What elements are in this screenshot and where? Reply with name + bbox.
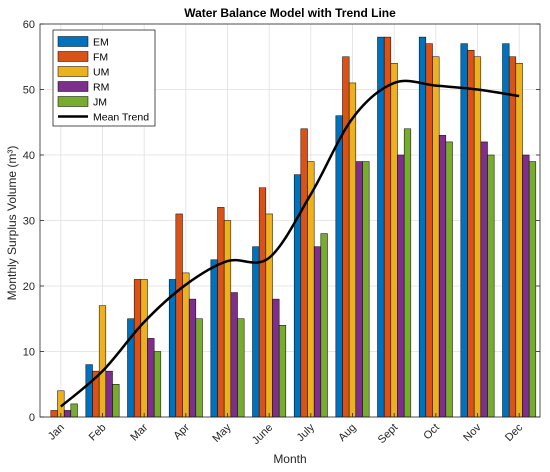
bar-fm-aug (342, 56, 350, 418)
bar-jm-oct (445, 141, 453, 418)
bar-jm-apr (195, 318, 203, 418)
bar-jm-jan (70, 403, 78, 418)
legend-swatch-fm (57, 51, 89, 62)
bar-fm-apr (175, 213, 183, 418)
bar-rm-aug (355, 161, 363, 418)
bar-fm-may (217, 207, 225, 418)
bar-jm-dec (528, 161, 537, 418)
bar-rm-mar (147, 338, 155, 418)
legend-label-um: UM (93, 67, 109, 79)
legend-swatch-jm (57, 96, 89, 107)
mean-trend-line (60, 79, 520, 408)
bar-um-june (265, 213, 273, 418)
bar-em-nov (460, 43, 468, 418)
bar-em-aug (335, 115, 343, 418)
y-tick-label: 10 (23, 347, 35, 359)
legend: EM FM UM RM JM Mean Trend (52, 29, 156, 127)
bar-rm-july (313, 246, 322, 418)
chart-title: Water Balance Model with Trend Line (184, 6, 396, 20)
bar-em-oct (418, 36, 427, 418)
bar-fm-oct (425, 43, 433, 418)
y-tick-label: 40 (23, 150, 35, 162)
bar-em-sept (377, 36, 385, 418)
bar-fm-july (300, 128, 308, 418)
bar-um-sept (390, 63, 398, 418)
y-axis-label: Monthly Surplus Volume (m³) (5, 146, 19, 301)
bar-jm-june (278, 325, 287, 418)
bar-um-aug (348, 82, 357, 418)
bar-jm-feb (112, 384, 120, 418)
bar-em-may (210, 259, 218, 418)
legend-label-em: EM (93, 37, 109, 49)
y-tick-label: 50 (23, 85, 35, 97)
bar-rm-feb (105, 370, 113, 418)
legend-swatch-rm (57, 81, 89, 92)
bar-em-apr (168, 279, 177, 418)
bar-um-dec (515, 63, 523, 418)
legend-label-mean-trend: Mean Trend (93, 112, 149, 124)
y-tick-label: 30 (23, 216, 35, 228)
bar-rm-oct (438, 135, 447, 418)
bar-jm-nov (487, 154, 495, 418)
bar-jm-july (320, 233, 328, 418)
bar-jm-sept (403, 128, 412, 418)
bar-rm-may (230, 292, 238, 418)
bar-fm-dec (508, 56, 517, 418)
bar-fm-nov (467, 49, 475, 418)
bar-rm-sept (397, 154, 405, 418)
bar-fm-sept (383, 36, 392, 418)
bar-um-oct (432, 56, 440, 418)
bar-um-mar (140, 279, 148, 418)
bar-um-nov (473, 56, 482, 418)
bar-jm-mar (153, 351, 162, 418)
bar-fm-mar (133, 279, 142, 418)
bar-um-may (223, 220, 232, 418)
bar-rm-dec (522, 154, 530, 418)
y-tick-label: 60 (23, 19, 35, 31)
bar-em-june (252, 246, 260, 418)
bar-rm-apr (188, 298, 197, 418)
bar-fm-jan (50, 410, 58, 418)
bar-jm-may (237, 318, 245, 418)
legend-label-fm: FM (93, 52, 108, 64)
bar-em-dec (502, 43, 510, 418)
legend-swatch-em (57, 36, 89, 47)
legend-label-rm: RM (93, 82, 109, 94)
bar-jm-aug (362, 161, 370, 418)
bar-fm-june (258, 187, 267, 418)
bar-rm-june (272, 298, 280, 418)
legend-label-jm: JM (93, 97, 107, 109)
bar-em-feb (85, 364, 93, 418)
y-tick-label: 20 (23, 281, 35, 293)
bar-um-apr (182, 272, 190, 418)
y-tick-label: 0 (29, 412, 35, 424)
bar-rm-nov (480, 141, 488, 418)
legend-swatch-um (57, 66, 89, 77)
bar-rm-jan (63, 410, 72, 418)
x-axis-label: Month (273, 452, 306, 466)
bar-um-feb (98, 305, 107, 418)
